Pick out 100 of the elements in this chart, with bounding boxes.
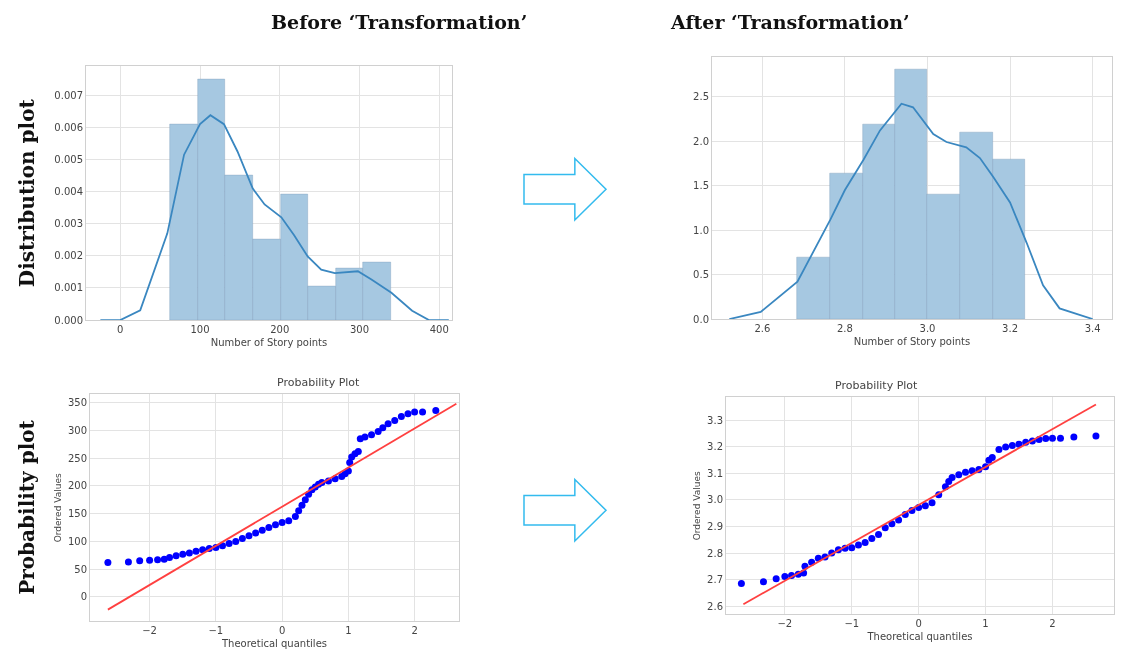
point <box>245 532 253 540</box>
point <box>1056 434 1064 442</box>
point <box>301 496 309 504</box>
point <box>295 507 303 515</box>
x-tick-label: −2 <box>777 618 793 630</box>
y-tick-label: 350 <box>67 397 87 409</box>
point <box>759 578 767 586</box>
point <box>961 468 969 476</box>
x-tick-label: 2 <box>1049 618 1056 630</box>
point <box>265 524 273 532</box>
point <box>928 499 936 507</box>
y-tick-label: 2.5 <box>693 91 709 103</box>
point <box>848 544 856 552</box>
chart-title: After ‘Transformation’ <box>670 11 910 33</box>
point <box>199 546 207 554</box>
line-series <box>99 114 450 321</box>
x-tick-label: 0 <box>915 618 922 630</box>
point <box>432 406 440 414</box>
point <box>192 547 200 555</box>
point <box>166 553 173 561</box>
point <box>1042 434 1050 442</box>
y-tick-label: 1.0 <box>693 224 709 236</box>
y-tick-label: 150 <box>67 508 87 520</box>
y-tick-label: 3.2 <box>707 441 723 453</box>
point <box>252 529 260 537</box>
y-axis-title: Ordered Values <box>692 471 703 541</box>
x-axis-title: Number of Story points <box>210 336 328 348</box>
point <box>104 558 112 566</box>
point <box>225 540 233 548</box>
point <box>298 501 306 509</box>
x-tick-label: 2.8 <box>836 323 853 335</box>
x-tick-label: −1 <box>208 625 224 637</box>
x-tick-label: 2.6 <box>754 323 771 335</box>
point <box>391 416 399 424</box>
point <box>278 519 286 527</box>
y-tick-label: 2.7 <box>707 574 723 586</box>
point <box>995 446 1003 454</box>
y-tick-label: 0.004 <box>54 186 83 198</box>
point <box>397 413 405 421</box>
x-tick-label: 400 <box>429 324 449 336</box>
point <box>875 530 883 538</box>
point <box>854 541 862 549</box>
point <box>172 552 180 560</box>
y-tick-label: 0.001 <box>54 282 83 294</box>
point <box>146 556 154 564</box>
point <box>238 535 246 543</box>
y-tick-label: 0.000 <box>54 314 83 326</box>
chart-title: Before ‘Transformation’ <box>271 11 528 33</box>
x-tick-label: −2 <box>142 625 157 637</box>
y-axis-title: Distribution plot <box>14 98 39 288</box>
point <box>285 517 293 525</box>
point <box>948 473 956 481</box>
x-tick-label: 100 <box>190 324 210 336</box>
y-tick-label: 0.002 <box>54 250 83 262</box>
y-tick-label: 2.8 <box>707 547 723 559</box>
point <box>258 526 266 534</box>
point <box>419 408 427 416</box>
x-tick-label: 3.2 <box>1002 323 1018 335</box>
x-tick-label: −1 <box>844 618 860 630</box>
y-tick-label: 0.003 <box>54 218 83 230</box>
y-tick-label: 3.1 <box>707 467 723 479</box>
x-axis-title: Number of Story points <box>853 335 971 347</box>
point <box>384 420 392 428</box>
chart-title: Probability Plot <box>277 376 361 389</box>
y-tick-label: 200 <box>67 480 87 492</box>
y-tick-label: 2.9 <box>707 521 723 533</box>
y-tick-label: 0 <box>80 591 87 603</box>
x-tick-label: 2 <box>411 625 418 637</box>
point <box>374 428 382 436</box>
point <box>361 433 369 441</box>
point <box>781 572 789 580</box>
point <box>881 524 889 532</box>
y-tick-label: 50 <box>74 563 87 575</box>
point <box>861 538 869 546</box>
point <box>232 537 240 545</box>
point <box>404 410 412 418</box>
line-series <box>728 102 1094 320</box>
text: Probability plot <box>15 419 40 595</box>
x-tick-label: 1 <box>345 625 352 637</box>
point <box>1002 443 1010 451</box>
point <box>772 575 780 583</box>
y-tick-label: 2.6 <box>707 600 723 612</box>
y-tick-label: 0.007 <box>54 89 83 101</box>
y-axis-title: Ordered Values <box>53 473 64 543</box>
point <box>868 534 876 542</box>
point <box>124 558 132 566</box>
point <box>379 424 387 432</box>
point <box>1092 432 1100 440</box>
x-tick-label: 300 <box>349 324 370 336</box>
y-tick-label: 3.0 <box>707 494 723 506</box>
x-tick-label: 200 <box>270 324 290 336</box>
point <box>737 580 745 588</box>
point <box>968 467 976 475</box>
point <box>291 512 299 520</box>
y-tick-label: 100 <box>67 535 87 547</box>
chart-title: Probability Plot <box>835 379 919 392</box>
point <box>955 471 963 479</box>
point <box>271 521 279 529</box>
x-axis-title: Theoretical quantiles <box>866 630 973 642</box>
point <box>1048 434 1056 442</box>
